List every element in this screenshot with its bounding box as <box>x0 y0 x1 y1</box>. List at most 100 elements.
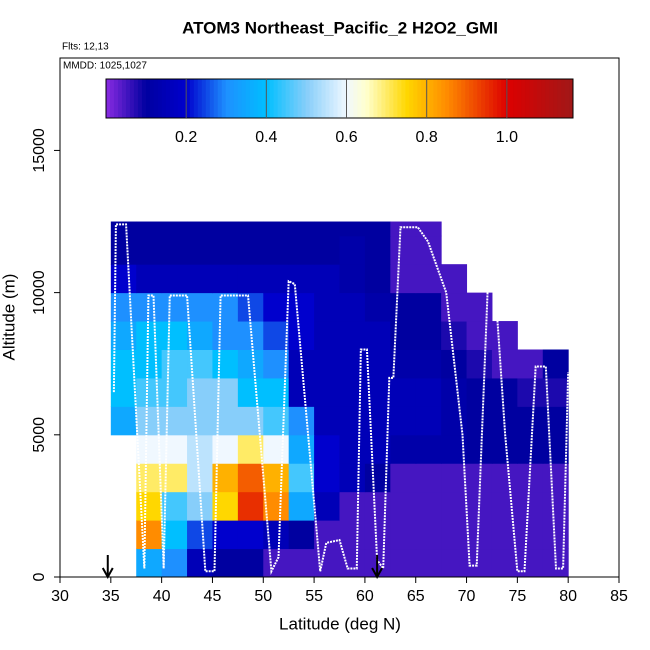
heatmap-cell <box>339 463 366 493</box>
colorbar-swatch <box>457 79 462 118</box>
colorbar-swatch <box>353 79 358 118</box>
colorbar-swatch <box>129 79 135 118</box>
heatmap-cell <box>161 548 188 578</box>
heatmap-cell <box>136 221 163 237</box>
colorbar-swatch <box>321 79 327 118</box>
colorbar-swatch <box>265 79 271 118</box>
heatmap-cell <box>314 520 340 550</box>
heatmap-cell <box>288 406 315 436</box>
colorbar-swatch <box>345 79 350 118</box>
colorbar-swatch <box>137 79 143 118</box>
heatmap-cell <box>237 221 264 237</box>
heatmap-cell <box>339 264 366 294</box>
colorbar-swatch <box>149 79 155 118</box>
colorbar-swatch <box>565 79 570 118</box>
heatmap-cell <box>161 406 188 436</box>
heatmap-cell <box>288 377 315 407</box>
heatmap-cell <box>288 221 315 237</box>
colorbar-swatch <box>445 79 450 118</box>
colorbar-swatch <box>273 79 279 118</box>
heatmap-cell <box>212 406 239 436</box>
colorbar-swatch <box>389 79 394 118</box>
heatmap-cell <box>491 349 518 379</box>
colorbar-swatch <box>569 79 574 118</box>
heatmap-cell <box>491 377 518 407</box>
colorbar-swatch <box>545 79 550 118</box>
colorbar-swatch <box>441 79 446 118</box>
heatmap-cell <box>491 434 518 464</box>
colorbar-swatch <box>385 79 390 118</box>
heatmap-cell <box>390 292 417 322</box>
heatmap-cell <box>390 463 417 493</box>
heatmap-cell <box>339 292 366 322</box>
heatmap-cell <box>187 434 213 464</box>
heatmap-cell <box>161 349 188 379</box>
heatmap-cell <box>339 235 366 265</box>
heatmap-cell <box>339 434 366 464</box>
colorbar-swatch <box>453 79 458 118</box>
heatmap-cell <box>339 406 366 436</box>
heatmap-cell <box>441 377 468 407</box>
heatmap-cell <box>314 377 340 407</box>
heatmap-cell <box>161 235 188 265</box>
heatmap-cell <box>390 406 417 436</box>
heatmap-cell <box>263 434 290 464</box>
colorbar-swatch <box>261 79 267 118</box>
heatmap-cell <box>288 491 315 521</box>
heatmap-cell <box>339 491 366 521</box>
colorbar-swatch <box>333 79 339 118</box>
colorbar-swatch <box>185 79 191 118</box>
heatmap-cell <box>339 221 366 237</box>
heatmap-cell <box>364 221 391 237</box>
x-tick-label: 40 <box>153 588 171 605</box>
heatmap-cell <box>415 349 442 379</box>
colorbar-swatch <box>253 79 259 118</box>
heatmap-cell <box>415 406 442 436</box>
heatmap-cell <box>491 491 518 521</box>
heatmap-cell <box>212 292 239 322</box>
colorbar-swatch <box>525 79 530 118</box>
heatmap-cell <box>237 520 264 550</box>
colorbar-swatch <box>197 79 203 118</box>
colorbar-swatch <box>517 79 522 118</box>
heatmap-cell <box>212 349 239 379</box>
heatmap-cell <box>136 548 163 578</box>
x-tick-label: 45 <box>204 588 222 605</box>
colorbar-swatch <box>177 79 183 118</box>
chart-title: ATOM3 Northeast_Pacific_2 H2O2_GMI <box>182 18 498 37</box>
colorbar-swatch <box>157 79 163 118</box>
heatmap-cell <box>288 264 315 294</box>
colorbar-swatch <box>509 79 514 118</box>
heatmap-cell <box>491 321 518 350</box>
heatmap-cell <box>237 349 264 379</box>
heatmap-cell <box>364 235 391 265</box>
colorbar-swatch <box>125 79 131 118</box>
heatmap-cell <box>415 321 442 350</box>
heatmap-cell <box>314 221 340 237</box>
heatmap-cell <box>187 377 213 407</box>
colorbar-swatch <box>313 79 319 118</box>
colorbar-swatch <box>381 79 386 118</box>
colorbar-swatch <box>285 79 291 118</box>
colorbar-swatch <box>117 79 123 118</box>
heatmap-cell <box>288 520 315 550</box>
heatmap-cell <box>187 321 213 350</box>
heatmap-cell <box>339 321 366 350</box>
colorbar-swatch <box>401 79 406 118</box>
heatmap-cell <box>263 221 290 237</box>
colorbar-swatch <box>245 79 251 118</box>
colorbar-swatch <box>461 79 466 118</box>
colorbar-swatch <box>397 79 402 118</box>
colorbar-swatch <box>241 79 247 118</box>
colorbar-swatch <box>109 79 115 118</box>
heatmap-cell <box>187 520 213 550</box>
heatmap-cell <box>161 520 188 550</box>
heatmap-cell <box>441 292 468 322</box>
heatmap-cell <box>441 491 468 521</box>
heatmap-cell <box>517 377 544 407</box>
heatmap-cell <box>136 434 163 464</box>
heatmap-cell <box>491 463 518 493</box>
heatmap-cell <box>517 548 544 578</box>
colorbar-swatch <box>369 79 374 118</box>
heatmap-cell <box>187 221 213 237</box>
